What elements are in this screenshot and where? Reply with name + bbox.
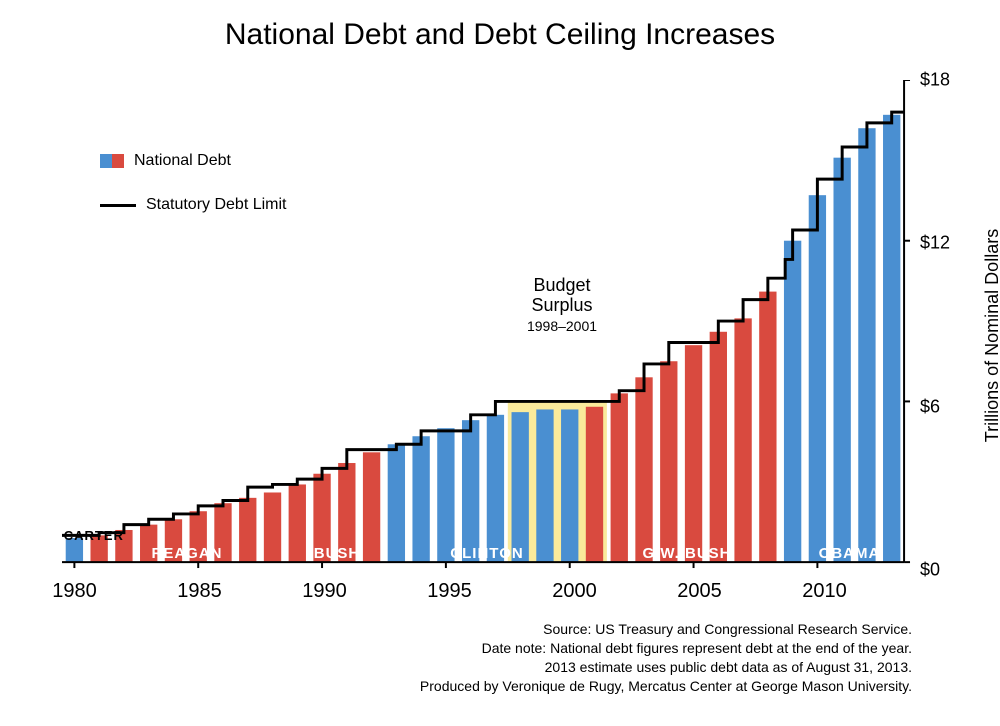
bar-1998 bbox=[512, 412, 529, 562]
footnote-line: Produced by Veronique de Rugy, Mercatus … bbox=[0, 677, 912, 696]
bar-1992 bbox=[363, 452, 380, 562]
y-axis-title: Trillions of Nominal Dollars bbox=[982, 229, 1000, 442]
x-tick-label: 1995 bbox=[427, 580, 472, 603]
bar-2002 bbox=[611, 393, 628, 562]
bar-2005 bbox=[685, 345, 702, 562]
x-axis-tick-labels: 1980198519901995200020052010 bbox=[62, 580, 912, 608]
x-tick-label: 2005 bbox=[677, 580, 722, 603]
y-tick-label: $12 bbox=[920, 233, 950, 254]
bar-1999 bbox=[536, 409, 553, 562]
bar-2011 bbox=[833, 158, 850, 562]
bar-1985 bbox=[190, 511, 207, 562]
bar-1987 bbox=[239, 498, 256, 562]
chart-plot-area bbox=[62, 80, 912, 570]
bar-2008 bbox=[759, 292, 776, 563]
bar-1983 bbox=[140, 525, 157, 562]
chart-title: National Debt and Debt Ceiling Increases bbox=[0, 18, 1000, 52]
bar-1996 bbox=[462, 420, 479, 562]
annotation-budget-surplus: Budget Surplus 1998–2001 bbox=[527, 276, 597, 334]
bar-2012 bbox=[858, 128, 875, 562]
y-tick-label: $6 bbox=[920, 396, 940, 417]
annotation-line1: Budget bbox=[527, 276, 597, 296]
bar-2004 bbox=[660, 361, 677, 562]
bar-2000 bbox=[561, 409, 578, 562]
bar-1994 bbox=[412, 436, 429, 562]
footnote-line: Source: US Treasury and Congressional Re… bbox=[0, 620, 912, 639]
bar-2007 bbox=[734, 318, 751, 562]
y-tick-label: $18 bbox=[920, 70, 950, 91]
bar-1988 bbox=[264, 492, 281, 562]
line-debt-limit bbox=[62, 112, 904, 535]
bar-1990 bbox=[313, 474, 330, 562]
bar-1989 bbox=[289, 484, 306, 562]
president-label-carter: CARTER bbox=[64, 528, 124, 543]
footnote-line: 2013 estimate uses public debt data as o… bbox=[0, 658, 912, 677]
y-tick-label: $0 bbox=[920, 560, 940, 581]
chart-page: National Debt and Debt Ceiling Increases… bbox=[0, 0, 1000, 726]
bar-1986 bbox=[214, 503, 231, 562]
bar-1991 bbox=[338, 463, 355, 562]
x-tick-label: 1980 bbox=[52, 580, 97, 603]
bar-1995 bbox=[437, 428, 454, 562]
annotation-line3: 1998–2001 bbox=[527, 318, 597, 334]
y-axis-tick-labels: $0$6$12$18 bbox=[920, 80, 970, 570]
x-tick-label: 1990 bbox=[302, 580, 347, 603]
footnote-line: Date note: National debt figures represe… bbox=[0, 639, 912, 658]
bar-2009 bbox=[784, 241, 801, 562]
bar-2013 bbox=[883, 115, 900, 562]
bar-2003 bbox=[635, 377, 652, 562]
bar-2006 bbox=[710, 332, 727, 562]
chart-footnotes: Source: US Treasury and Congressional Re… bbox=[0, 620, 912, 696]
bar-2001 bbox=[586, 407, 603, 562]
bar-1993 bbox=[388, 444, 405, 562]
annotation-line2: Surplus bbox=[527, 296, 597, 316]
x-tick-label: 1985 bbox=[177, 580, 222, 603]
bar-1984 bbox=[165, 519, 182, 562]
bar-1997 bbox=[487, 415, 504, 562]
bar-2010 bbox=[809, 195, 826, 562]
x-tick-label: 2010 bbox=[802, 580, 847, 603]
x-tick-label: 2000 bbox=[552, 580, 597, 603]
